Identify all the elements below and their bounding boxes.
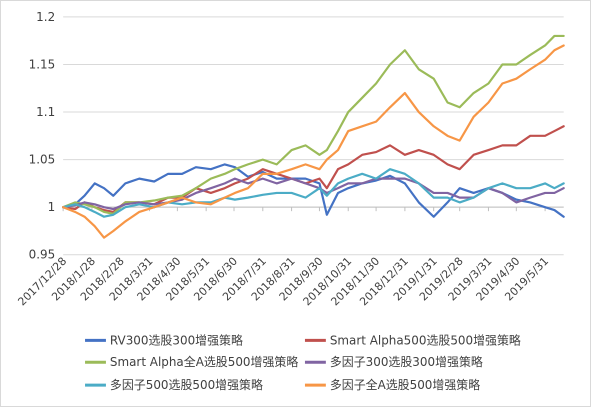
y-tick-label: 1 bbox=[48, 200, 56, 214]
x-axis bbox=[62, 206, 564, 212]
y-tick-label: 1.05 bbox=[29, 153, 56, 167]
y-tick-label: 1.15 bbox=[29, 57, 56, 71]
grid-lines bbox=[63, 16, 564, 256]
series-line bbox=[62, 125, 565, 214]
legend-label: Smart Alpha全A选股500增强策略 bbox=[110, 354, 298, 369]
series-line bbox=[62, 44, 565, 239]
legend-label: 多因子全A选股500增强策略 bbox=[330, 377, 480, 392]
legend-label: 多因子300选股300增强策略 bbox=[330, 354, 483, 369]
y-tick-label: 1.2 bbox=[36, 10, 55, 24]
legend-label: 多因子500选股500增强策略 bbox=[110, 377, 263, 392]
legend: RV300选股300增强策略 Smart Alpha500选股500增强策略 Sma… bbox=[85, 332, 521, 392]
legend-label: RV300选股300增强策略 bbox=[110, 332, 243, 347]
y-tick-label: 1.1 bbox=[36, 105, 55, 119]
y-tick-label: 0.95 bbox=[29, 248, 56, 262]
y-axis-ticks: 0.95 1 1.05 1.1 1.15 1.2 bbox=[29, 10, 56, 262]
legend-label: Smart Alpha500选股500增强策略 bbox=[330, 332, 521, 347]
series-lines bbox=[62, 34, 565, 239]
x-axis-ticks: 2017/12/282018/1/282018/2/282018/3/31201… bbox=[15, 255, 551, 309]
series-line bbox=[62, 168, 565, 218]
